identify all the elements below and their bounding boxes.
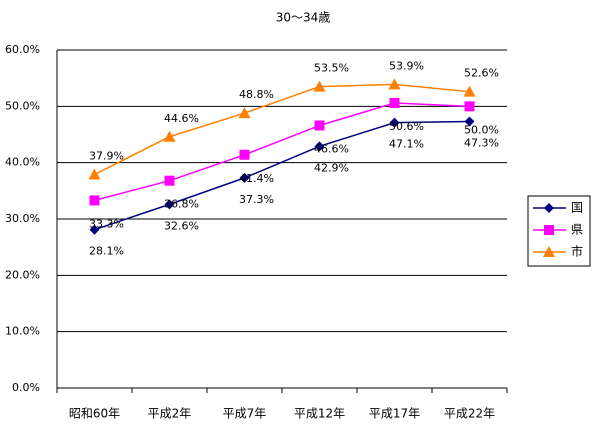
y-tick-label: 60.0% [5,43,40,56]
data-label: 53.5% [314,62,349,75]
y-tick-label: 50.0% [5,99,40,112]
x-tick-label: 平成2年 [148,407,192,421]
data-label: 50.0% [464,123,499,136]
data-label: 32.6% [164,219,199,232]
data-label: 44.6% [164,112,199,125]
series-line [94,120,470,231]
marker [389,97,400,108]
marker [313,80,326,92]
data-label: 37.9% [89,149,124,162]
y-tick-label: 40.0% [5,156,40,169]
series-line [94,83,470,176]
marker [389,117,400,128]
legend-label: 県 [571,223,583,237]
data-label: 46.6% [314,142,349,155]
data-label: 36.8% [164,198,199,211]
x-tick-label: 昭和60年 [69,407,120,421]
data-label: 41.4% [239,172,274,185]
marker [239,172,250,183]
marker [88,168,101,180]
marker [164,199,175,210]
marker [89,224,100,235]
x-tick-label: 平成7年 [223,407,267,421]
legend-label: 国 [571,201,583,215]
data-label: 37.3% [239,193,274,206]
y-tick-label: 0.0% [12,381,40,394]
marker [544,203,554,213]
marker [543,246,555,257]
chart-title: 30〜34歳 [276,11,331,25]
data-label: 47.1% [389,138,424,151]
data-label: 48.8% [239,88,274,101]
marker [463,85,476,97]
data-label: 50.6% [389,120,424,133]
marker [314,120,325,131]
marker [544,225,554,235]
y-tick-label: 20.0% [5,268,40,281]
x-tick-label: 平成17年 [369,407,420,421]
marker [388,78,401,90]
x-tick-label: 平成22年 [444,407,495,421]
marker [164,175,175,186]
data-label: 28.1% [89,245,124,258]
marker [239,149,250,160]
x-tick-label: 平成12年 [294,407,345,421]
y-tick-label: 30.0% [5,212,40,225]
data-label: 52.6% [464,67,499,80]
y-tick-label: 10.0% [5,325,40,338]
marker [464,116,475,127]
series-line [94,102,470,202]
legend-label: 市 [571,244,583,259]
data-label: 53.9% [389,59,424,72]
data-label: 47.3% [464,137,499,150]
marker [238,107,251,119]
marker [89,195,100,206]
marker [314,141,325,152]
marker [163,130,176,142]
marker [464,101,475,112]
data-label: 42.9% [314,161,349,174]
data-label: 33.3% [89,217,124,230]
